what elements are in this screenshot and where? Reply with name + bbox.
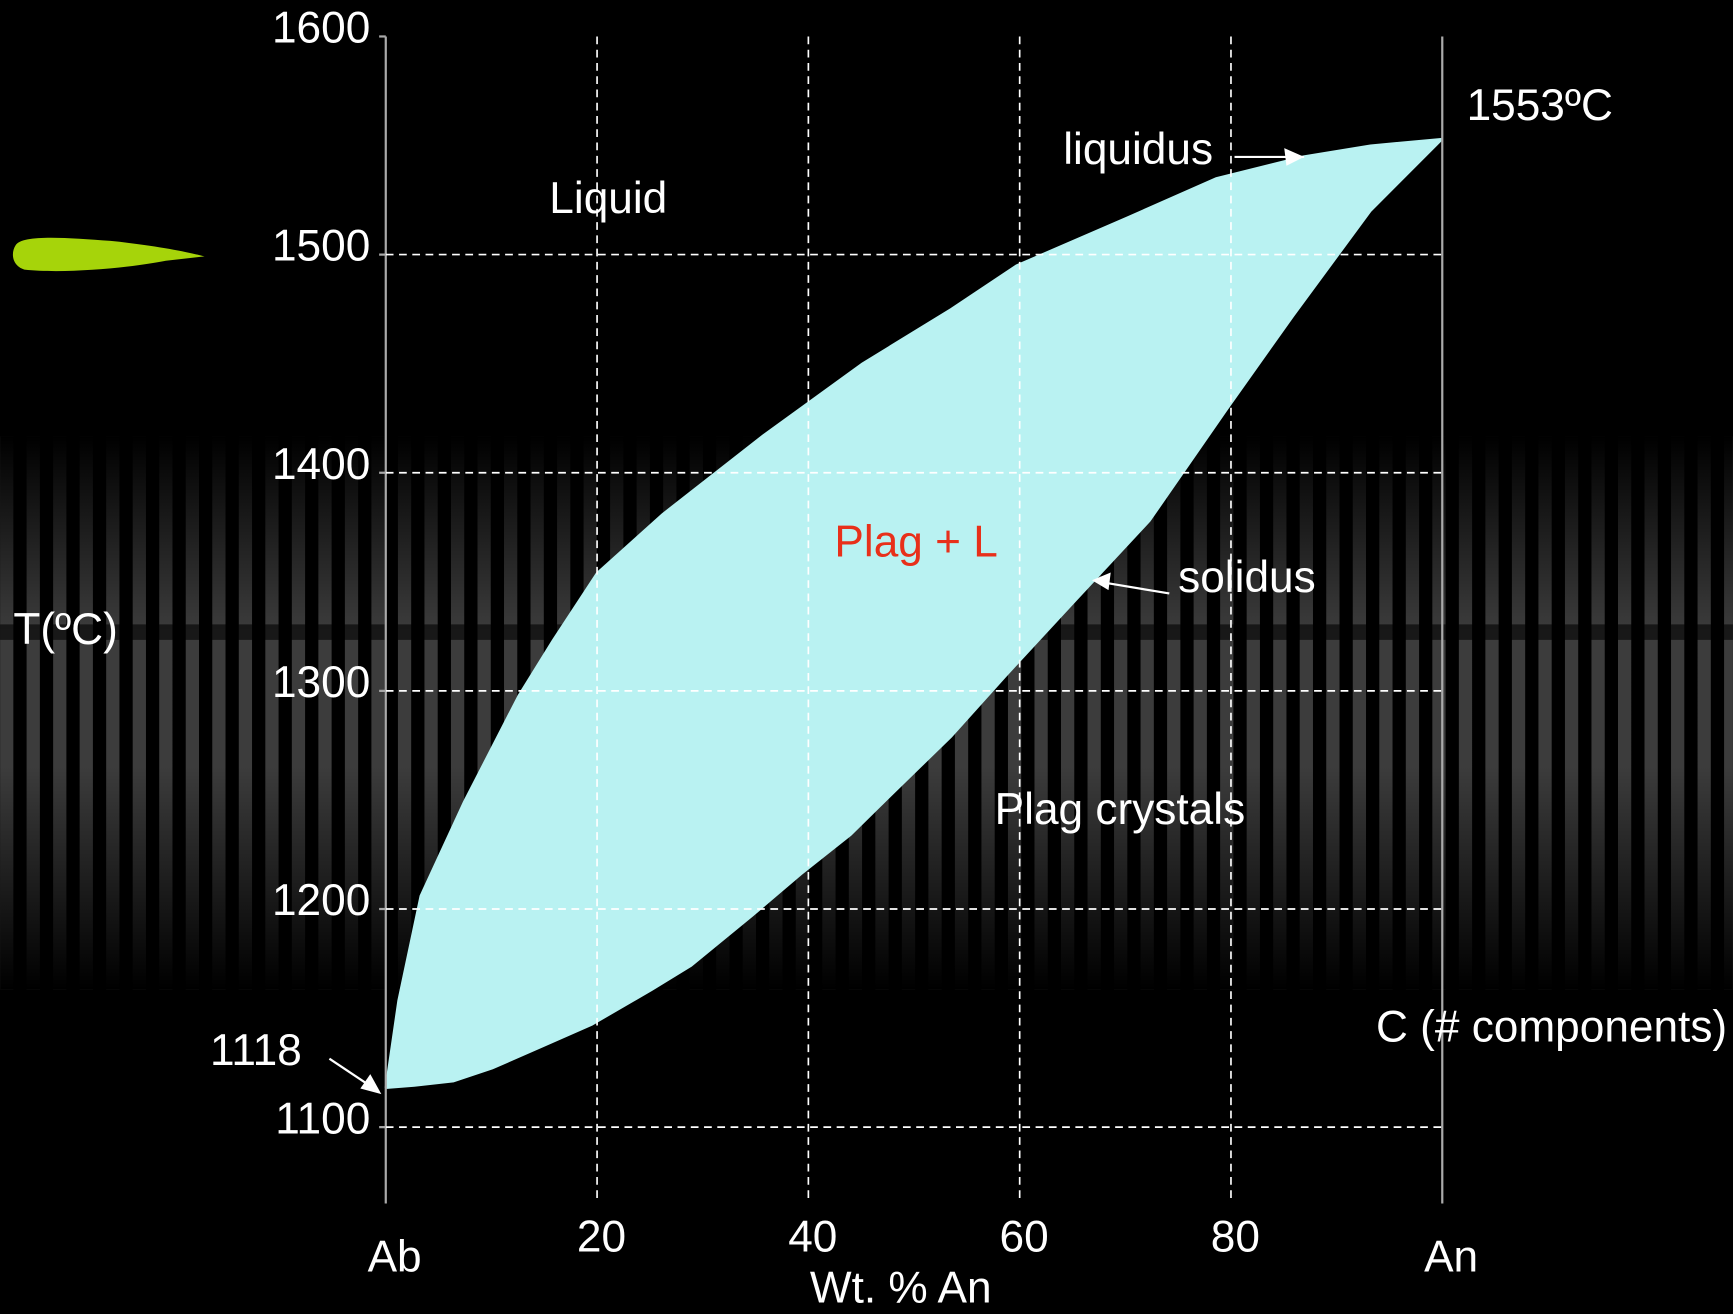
page: {"chart_data":{"type":"phase","x_label":… bbox=[0, 0, 1733, 1314]
x-tick-label: 20 bbox=[577, 1213, 626, 1262]
x-tick-label: 80 bbox=[1211, 1213, 1260, 1262]
y-tick-label: 1400 bbox=[272, 440, 370, 489]
x-axis-label: Wt. % An bbox=[810, 1263, 992, 1312]
y-tick-label: 1100 bbox=[275, 1094, 370, 1143]
y-tick-label: 1500 bbox=[272, 222, 370, 271]
annotation: 1553ºC bbox=[1467, 81, 1613, 130]
x-tick-label: 40 bbox=[788, 1213, 837, 1262]
x-tick-label: An bbox=[1424, 1233, 1478, 1282]
annotation: C (# components) =2 bbox=[1376, 1003, 1733, 1052]
annotation: Plag + L bbox=[834, 518, 997, 567]
series-label: liquidus bbox=[1063, 125, 1213, 174]
annotation: Plag crystals bbox=[995, 785, 1245, 834]
annotation: Liquid bbox=[549, 174, 667, 223]
chart: Ab 20 40 60 80 An 1100 1200 1300 1400 1500 1600 Wt. … bbox=[0, 0, 1733, 1314]
annotation: 1118 bbox=[210, 1026, 302, 1075]
x-tick-label: 60 bbox=[1000, 1213, 1049, 1262]
series-label: solidus bbox=[1178, 553, 1316, 602]
x-tick-label: Ab bbox=[368, 1233, 422, 1282]
y-tick-label: 1600 bbox=[272, 4, 370, 53]
y-tick-label: 1200 bbox=[272, 876, 370, 925]
y-axis-label: T(ºC) bbox=[13, 605, 117, 654]
y-tick-label: 1300 bbox=[272, 658, 370, 707]
